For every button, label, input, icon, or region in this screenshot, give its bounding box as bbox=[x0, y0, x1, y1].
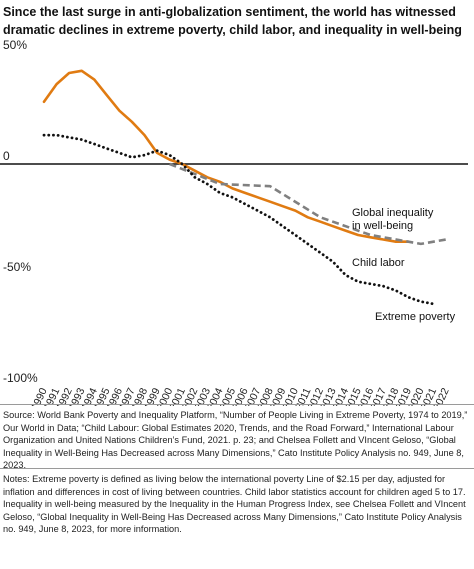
series-label: Extreme poverty bbox=[375, 311, 456, 323]
y-tick-label: 50% bbox=[3, 38, 27, 52]
divider-line bbox=[0, 404, 474, 405]
series-label: in well-being bbox=[352, 220, 413, 232]
y-tick-label: 0 bbox=[3, 149, 10, 163]
y-tick-label: -100% bbox=[3, 371, 38, 385]
y-axis: 50% 0 -50% -100% bbox=[3, 38, 38, 385]
y-tick-label: -50% bbox=[3, 260, 31, 274]
source-note: Source: World Bank Poverty and Inequalit… bbox=[3, 410, 468, 470]
notes-text: Notes: Extreme poverty is defined as liv… bbox=[3, 474, 466, 534]
chart-title: Since the last surge in anti-globalizati… bbox=[3, 5, 462, 37]
series-line-child-labor bbox=[169, 162, 447, 246]
x-axis: 1990199119921993199419951996199719981999… bbox=[29, 386, 452, 406]
series-lines bbox=[42, 69, 447, 306]
series-label: Global inequality bbox=[352, 207, 434, 219]
series-label: Child labor bbox=[352, 257, 405, 269]
divider-line bbox=[0, 468, 474, 469]
series-line-extreme-poverty bbox=[42, 133, 435, 306]
